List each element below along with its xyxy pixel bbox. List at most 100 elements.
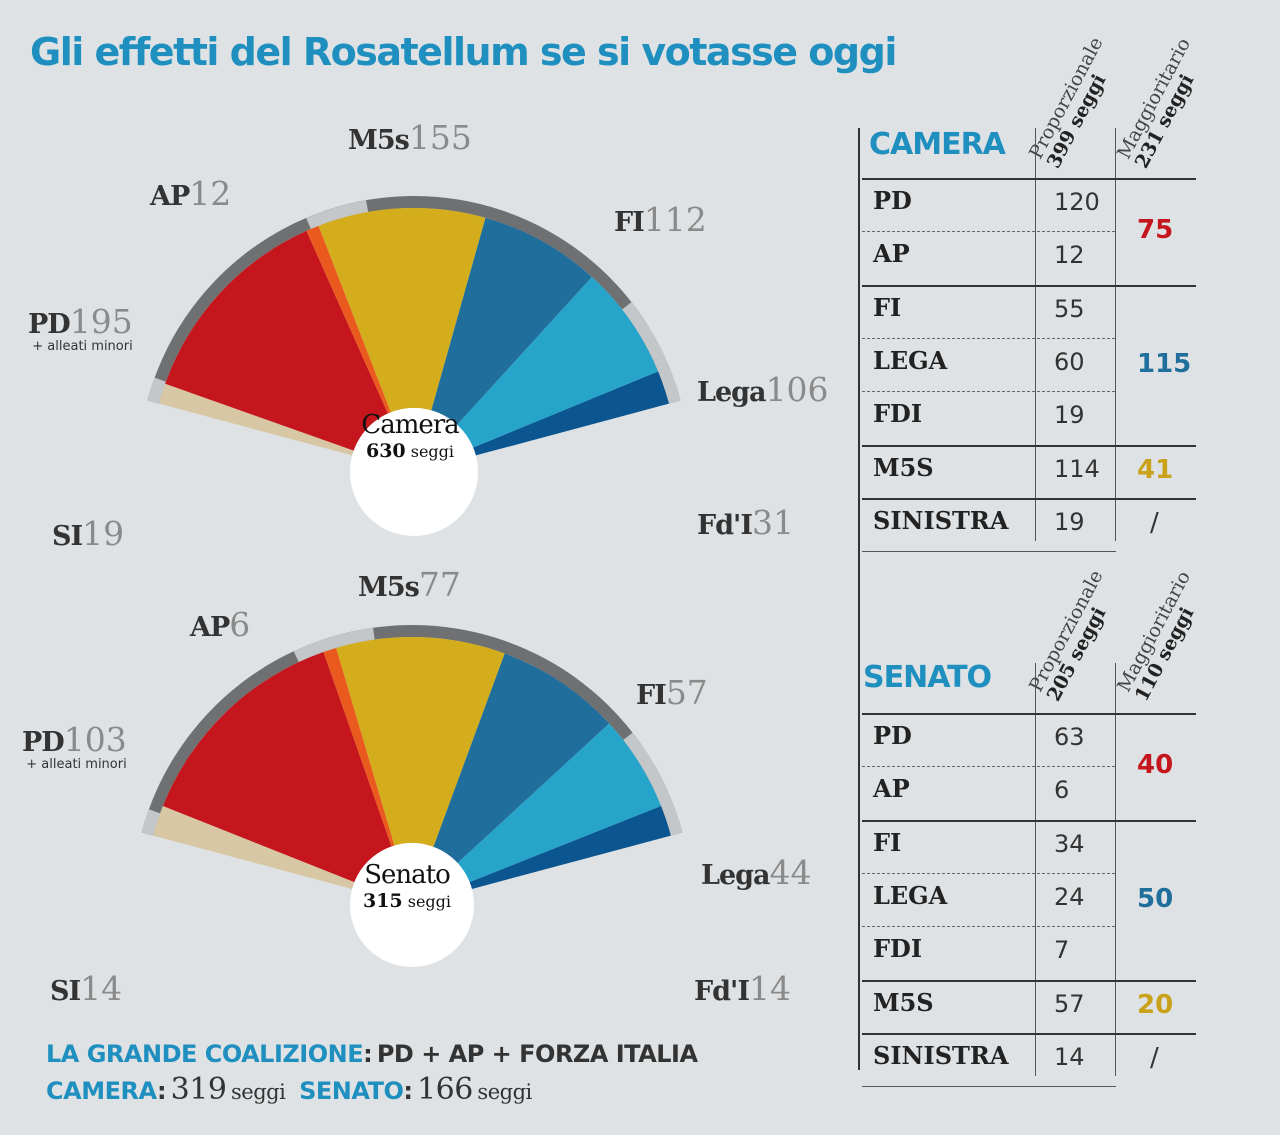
- senato-row-m5s-party: M5S: [873, 987, 934, 1017]
- camera-rim-segment-0: [147, 377, 166, 404]
- senato-col-proporzionale: Proporzionale 205 seggi: [1025, 567, 1125, 705]
- camera-col-maggioritario: Maggioritario 231 seggi: [1113, 34, 1213, 171]
- camera-label-fi: FI112: [614, 200, 707, 239]
- senato-rim-segment-0: [141, 809, 161, 836]
- senato-slice-si: [153, 806, 355, 889]
- camera-label-lega: Lega106: [697, 370, 829, 409]
- senato-maj-3: /: [1150, 1043, 1159, 1074]
- camera-row-lega-party: LEGA: [873, 345, 948, 375]
- camera-row-line-3: [862, 337, 1115, 339]
- senato-slice-fi: [433, 653, 610, 864]
- senato-rim-segment-2: [623, 732, 683, 836]
- camera-slice-fdi: [473, 371, 670, 456]
- camera-row-ap-prop: 12: [1054, 241, 1085, 270]
- camera-row-line-1: [862, 231, 1115, 233]
- camera-row-m5s-prop: 114: [1054, 454, 1100, 483]
- senato-row-pd-party: PD: [873, 721, 912, 750]
- senato-label-ap: AP6: [190, 605, 251, 644]
- camera-bottom-line: [862, 551, 1116, 553]
- camera-group-line-2: [862, 284, 1196, 287]
- camera-label-m5s: M5s155: [348, 118, 472, 157]
- camera-rim-segment-2: [622, 302, 681, 404]
- camera-header-line: [862, 178, 1196, 180]
- senato-row-line-4: [862, 926, 1115, 928]
- senato-maj-0: 40: [1137, 750, 1174, 781]
- camera-maj-2: 41: [1137, 455, 1174, 486]
- camera-row-pd-prop: 120: [1054, 188, 1100, 216]
- camera-slice-si: [158, 383, 354, 456]
- senato-slice-pd: [162, 652, 392, 883]
- camera-group-line-6: [862, 497, 1196, 500]
- camera-row-line-4: [862, 391, 1115, 393]
- camera-row-pd-party: PD: [873, 186, 912, 215]
- senato-label-fi: FI57: [636, 673, 708, 712]
- camera-row-lega-prop: 60: [1054, 347, 1085, 376]
- senato-row-fi-party: FI: [873, 827, 902, 857]
- camera-label-fdi: Fd'I31: [697, 503, 794, 542]
- senato-col-line-2: [1115, 663, 1116, 1077]
- senato-maj-2: 20: [1137, 990, 1174, 1021]
- senato-center-hub: [350, 843, 474, 967]
- footer-coalition: LA GRANDE COALIZIONE: PD + AP + FORZA IT…: [46, 1040, 698, 1068]
- camera-label-si: SI19: [52, 514, 125, 553]
- senato-row-line-3: [862, 872, 1115, 874]
- senato-row-ap-party: AP: [873, 774, 910, 804]
- senato-group-line-6: [862, 1032, 1196, 1035]
- senato-row-fdi-party: FDI: [873, 934, 923, 964]
- senato-label-m5s: M5s77: [358, 565, 461, 604]
- senato-row-sinistra-prop: 14: [1054, 1042, 1085, 1071]
- senato-label-fdi: Fd'I14: [694, 969, 791, 1008]
- camera-center-hub: [350, 408, 478, 536]
- camera-row-sinistra-party: SINISTRA: [873, 505, 1009, 535]
- camera-slice-fi: [431, 217, 592, 425]
- camera-maj-3: /: [1150, 508, 1159, 539]
- camera-maj-1: 115: [1137, 348, 1192, 379]
- camera-row-sinistra-prop: 19: [1054, 507, 1085, 536]
- table-divider: [858, 128, 860, 1070]
- camera-row-ap-party: AP: [873, 239, 910, 269]
- camera-slice-m5s: [318, 207, 486, 413]
- camera-table-title: CAMERA: [869, 127, 1006, 162]
- camera-col-line-2: [1115, 128, 1116, 542]
- camera-row-fi-party: FI: [873, 292, 902, 322]
- camera-slice-pd: [165, 230, 388, 451]
- camera-center-label: Camera 630 seggi: [361, 410, 459, 462]
- senato-row-lega-party: LEGA: [873, 880, 948, 910]
- senato-row-lega-prop: 24: [1054, 882, 1085, 911]
- senato-slice-lega: [457, 723, 662, 883]
- camera-row-m5s-party: M5S: [873, 452, 934, 482]
- camera-slice-lega: [457, 276, 659, 448]
- camera-group-line-5: [862, 444, 1196, 447]
- senato-row-sinistra-party: SINISTRA: [873, 1040, 1009, 1070]
- senato-label-si: SI14: [50, 969, 123, 1008]
- senato-col-maggioritario: Maggioritario 110 seggi: [1113, 567, 1213, 704]
- camera-row-fdi-party: FDI: [873, 399, 923, 429]
- senato-maj-1: 50: [1137, 883, 1174, 914]
- camera-label-pd: PD195 + alleati minori: [28, 302, 133, 354]
- camera-rim-segment-1: [306, 200, 369, 229]
- senato-header-line: [862, 713, 1196, 715]
- senato-center-label: Senato 315 seggi: [362, 860, 452, 912]
- senato-slice-m5s: [336, 636, 505, 847]
- senato-row-fdi-prop: 7: [1054, 936, 1070, 965]
- footer-seats: CAMERA: 319 seggi SENATO: 166 seggi: [46, 1072, 532, 1107]
- senato-row-pd-prop: 63: [1054, 723, 1085, 751]
- senato-group-line-2: [862, 819, 1196, 822]
- camera-col-proporzionale: Proporzionale 399 seggi: [1025, 34, 1125, 172]
- senato-table-title: SENATO: [863, 660, 992, 695]
- camera-row-fi-prop: 55: [1054, 294, 1085, 323]
- senato-group-line-5: [862, 979, 1196, 982]
- senato-row-fi-prop: 34: [1054, 829, 1085, 858]
- camera-col-line-1: [1035, 128, 1036, 542]
- senato-row-line-1: [862, 766, 1115, 768]
- page-title: Gli effetti del Rosatellum se si votasse…: [30, 30, 897, 74]
- camera-slice-ap: [306, 225, 391, 414]
- camera-label-ap: AP12: [150, 174, 232, 213]
- senato-col-line-1: [1035, 663, 1036, 1077]
- senato-rim-segment-1: [293, 627, 375, 663]
- parliament-charts: [141, 195, 683, 967]
- camera-maj-0: 75: [1137, 215, 1174, 246]
- senato-slice-ap: [323, 647, 395, 847]
- camera-row-fdi-prop: 19: [1054, 401, 1085, 430]
- senato-slice-fdi: [469, 806, 671, 889]
